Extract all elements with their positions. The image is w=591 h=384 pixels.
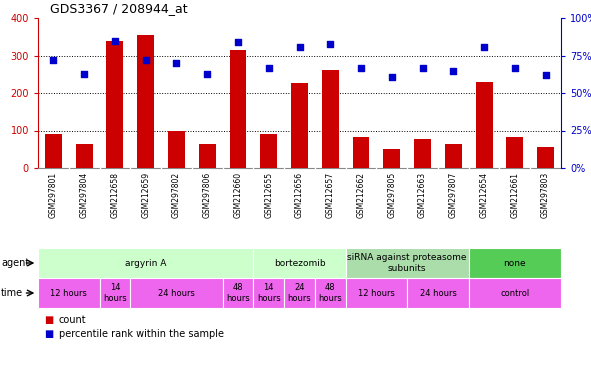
Point xyxy=(233,39,243,45)
Text: GSM212655: GSM212655 xyxy=(264,172,273,218)
Bar xyxy=(476,82,492,168)
Text: agent: agent xyxy=(1,258,30,268)
Text: 24 hours: 24 hours xyxy=(420,288,456,298)
Bar xyxy=(106,40,124,168)
Point xyxy=(479,43,489,50)
Text: time: time xyxy=(1,288,23,298)
Bar xyxy=(199,144,216,168)
Point xyxy=(264,65,274,71)
Text: GSM297804: GSM297804 xyxy=(80,172,89,218)
Text: GSM212661: GSM212661 xyxy=(511,172,519,218)
Text: none: none xyxy=(504,258,526,268)
Bar xyxy=(168,131,185,168)
Text: 48
hours: 48 hours xyxy=(226,283,250,303)
Text: GSM212662: GSM212662 xyxy=(356,172,365,218)
Text: siRNA against proteasome
subunits: siRNA against proteasome subunits xyxy=(348,253,467,273)
Bar xyxy=(45,134,62,168)
Text: GSM297801: GSM297801 xyxy=(49,172,58,218)
Text: GSM212663: GSM212663 xyxy=(418,172,427,218)
Text: GSM297805: GSM297805 xyxy=(387,172,397,218)
Point xyxy=(141,57,150,63)
Point xyxy=(356,65,366,71)
Point xyxy=(449,68,458,74)
Text: ■: ■ xyxy=(44,329,53,339)
Bar xyxy=(353,137,369,168)
Text: GSM297803: GSM297803 xyxy=(541,172,550,218)
Text: bortezomib: bortezomib xyxy=(274,258,325,268)
Point xyxy=(541,72,550,78)
Bar xyxy=(260,134,277,168)
Bar xyxy=(137,35,154,168)
Text: control: control xyxy=(500,288,530,298)
Text: GSM212657: GSM212657 xyxy=(326,172,335,218)
Text: GSM212656: GSM212656 xyxy=(295,172,304,218)
Point xyxy=(79,70,89,76)
Text: percentile rank within the sample: percentile rank within the sample xyxy=(59,329,223,339)
Text: GSM297802: GSM297802 xyxy=(172,172,181,218)
Text: GSM212654: GSM212654 xyxy=(479,172,489,218)
Bar xyxy=(76,144,93,168)
Bar xyxy=(537,147,554,168)
Text: 24
hours: 24 hours xyxy=(288,283,311,303)
Point xyxy=(48,57,58,63)
Text: ■: ■ xyxy=(44,315,53,325)
Text: GSM212660: GSM212660 xyxy=(233,172,242,218)
Point xyxy=(326,40,335,46)
Text: 24 hours: 24 hours xyxy=(158,288,195,298)
Point xyxy=(418,65,427,71)
Text: GSM212659: GSM212659 xyxy=(141,172,150,218)
Point xyxy=(110,37,119,43)
Point xyxy=(295,43,304,50)
Bar xyxy=(291,83,308,168)
Bar xyxy=(414,139,431,168)
Point xyxy=(510,65,519,71)
Text: 12 hours: 12 hours xyxy=(50,288,87,298)
Text: 48
hours: 48 hours xyxy=(319,283,342,303)
Bar xyxy=(229,50,246,168)
Point xyxy=(172,60,181,66)
Text: GSM212658: GSM212658 xyxy=(111,172,119,218)
Bar xyxy=(445,144,462,168)
Text: count: count xyxy=(59,315,86,325)
Point xyxy=(203,70,212,76)
Point xyxy=(387,73,397,79)
Text: argyrin A: argyrin A xyxy=(125,258,166,268)
Text: 12 hours: 12 hours xyxy=(358,288,395,298)
Text: 14
hours: 14 hours xyxy=(257,283,281,303)
Bar xyxy=(384,149,400,168)
Text: GSM297806: GSM297806 xyxy=(203,172,212,218)
Bar xyxy=(322,70,339,168)
Bar xyxy=(506,137,523,168)
Text: GDS3367 / 208944_at: GDS3367 / 208944_at xyxy=(50,2,187,15)
Text: 14
hours: 14 hours xyxy=(103,283,127,303)
Text: GSM297807: GSM297807 xyxy=(449,172,458,218)
